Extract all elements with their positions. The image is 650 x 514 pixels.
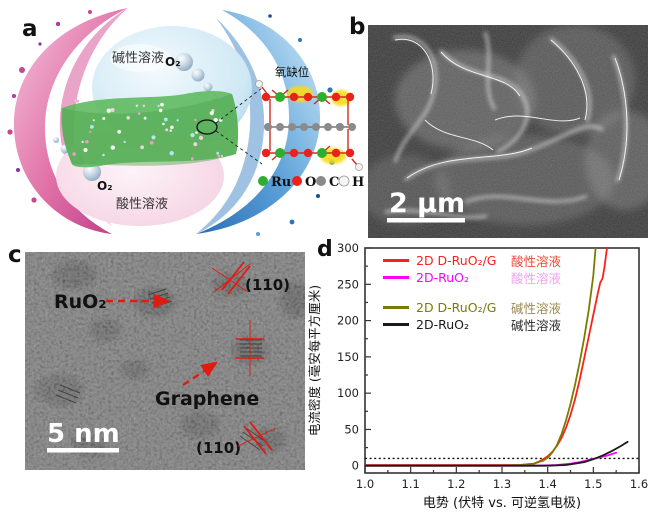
y-axis-label: 电流密度 (毫安每平方厘米) [307,285,322,436]
panel-b-label: b [349,14,366,40]
alkaline-droplet-highlight [110,44,170,72]
y-tick-label: 100 [337,386,359,400]
acidic-solution-label: 酸性溶液 [116,197,168,212]
x-tick-label: 1.5 [584,477,602,491]
legend-row-1: 2D D-RuO₂/G 酸性溶液 [383,252,561,269]
legend-series-solution: 酸性溶液 [511,271,562,286]
alkaline-solution-label: 碱性溶液 [112,51,164,66]
graphene-sheet [61,91,239,168]
o2-bottom-label: O₂ [97,179,112,193]
graphene-annotation: Graphene [155,388,259,410]
legend-series-solution: 碱性溶液 [511,318,562,333]
y-tick-label: 50 [344,422,359,436]
legend-row-2: 2D-RuO₂ 酸性溶液 [383,269,561,286]
scale-bar-c-text: 5 nm [47,419,120,449]
x-tick-label: 1.6 [630,477,648,491]
x-tick-label: 1.1 [402,477,420,491]
legend-line-swatch [383,306,409,309]
plane-110-bottom-label: (110) [196,439,241,457]
h-atom-icon [338,175,350,187]
plane-110-top-marks [211,261,251,295]
lattice-atoms [255,80,363,171]
legend-series-solution: 碱性溶液 [511,301,562,316]
y-tick-label: 150 [337,350,359,364]
atom-legend-c: C [329,175,339,190]
x-tick-label: 1.0 [356,477,374,491]
panel-d-chart: 1.0 1.1 1.2 1.3 1.4 1.5 1.6 0 50 100 150 200 250 300 电… [307,241,648,511]
y-tick-label: 200 [337,314,359,328]
atom-legend: Ru O C H [258,175,364,190]
c-atom-icon [316,176,326,186]
legend-line-swatch [383,276,409,279]
o-atom-icon [292,176,302,186]
series-line-3 [365,440,629,467]
legend-row-3: 2D D-RuO₂/G 碱性溶液 [383,299,561,316]
graphene-fringe-marks [236,320,264,376]
panel-d-label: d [317,237,333,262]
plane-110-top-label: (110) [245,276,290,294]
x-tick-label: 1.4 [539,477,557,491]
scale-bar-c [47,448,119,453]
x-tick-label: 1.2 [447,477,465,491]
plane-110-bottom-marks [237,421,277,455]
scale-bar-b-text: 2 μm [389,188,465,219]
atom-legend-h: H [352,175,364,190]
panel-a-label: a [22,16,38,42]
legend-line-swatch [383,259,409,262]
legend-row-4: 2D-RuO₂ 碱性溶液 [383,316,561,333]
panel-b-sem-image: 2 μm [368,25,648,238]
o2-top-label: O₂ [165,55,180,69]
crystal-structure-inset: 氧缺位 [255,65,363,171]
panel-c-label: c [8,242,22,268]
y-tick-label: 300 [337,241,359,255]
atom-legend-ru: Ru [271,175,291,190]
oxygen-vacancy-label: 氧缺位 [275,65,310,79]
graphene-arrow [182,361,218,386]
legend-series-name: 2D-RuO₂ [416,270,469,285]
legend-series-solution: 酸性溶液 [511,254,562,269]
y-tick-label: 0 [352,459,359,473]
magnified-region-circle [196,119,218,135]
legend-series-name: 2D-RuO₂ [416,317,469,332]
atom-legend-o: O [305,175,316,190]
panel-c-tem-image: RuO₂ (110) Graphene (110) 5 nm [25,252,305,470]
ru-atom-icon [258,176,268,186]
chart-legend: 2D D-RuO₂/G 酸性溶液 2D-RuO₂ 酸性溶液 2D D-RuO₂/… [383,252,561,333]
legend-series-name: 2D D-RuO₂/G [416,253,497,268]
ruo2-annotation: RuO₂ [54,291,107,313]
panel-a-illustration: 碱性溶液 O₂ 酸性溶液 O₂ 氧缺位 [7,8,364,236]
scale-bar-b [387,218,465,223]
o2-bubbles-top [175,53,218,101]
x-axis-label: 电势 (伏特 vs. 可逆氢电极) [423,495,581,511]
x-tick-label: 1.3 [493,477,511,491]
pointer-line-top [215,87,263,124]
legend-line-swatch [383,323,409,326]
legend-series-name: 2D D-RuO₂/G [416,300,497,315]
y-tick-label: 250 [337,277,359,291]
